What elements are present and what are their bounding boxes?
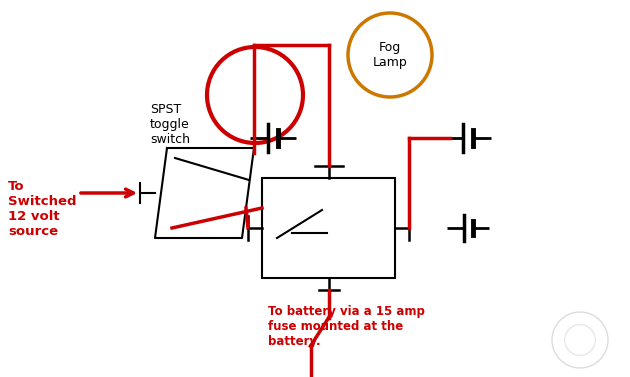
Text: To
Switched
12 volt
source: To Switched 12 volt source — [8, 180, 76, 238]
Text: To battery via a 15 amp
fuse mounted at the
battery.: To battery via a 15 amp fuse mounted at … — [268, 305, 425, 348]
Text: SPST
toggle
switch: SPST toggle switch — [150, 103, 190, 146]
Text: Fog
Lamp: Fog Lamp — [372, 41, 408, 69]
Bar — [262, 178, 395, 278]
